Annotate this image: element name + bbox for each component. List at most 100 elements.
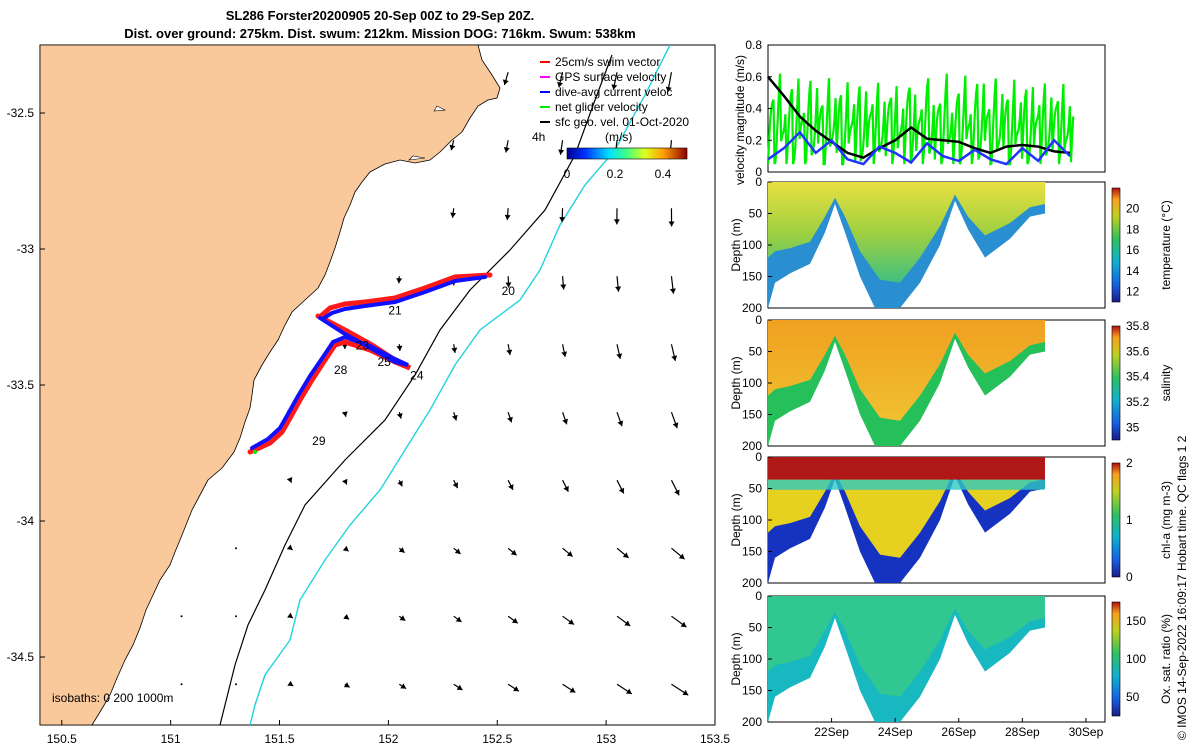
day-label: 20 bbox=[502, 284, 516, 298]
copyright-label: © IMOS 14-Sep-2022 16:09:17 Hobart time.… bbox=[1175, 435, 1189, 740]
section-panel-3: 0 50 100 150 200 Depth (m) 50 100 150 Ox. sat. ra… bbox=[729, 589, 1173, 729]
dive-avg-velocity-line bbox=[767, 130, 1071, 166]
velocity-ytick-label: 0.6 bbox=[745, 70, 762, 84]
colorbar-tick-label: 35.2 bbox=[1126, 395, 1150, 409]
day-label: 24 bbox=[410, 369, 424, 383]
vector-arrowhead bbox=[342, 478, 348, 485]
vector-arrowhead bbox=[624, 620, 631, 626]
map-axes: 150.5 151 151.5 152 152.5 153 153.5 -32.5 -33 -33… bbox=[7, 106, 731, 746]
map-ytick-label: -34 bbox=[17, 514, 35, 528]
colorbar-label: chl-a (mg m-3) bbox=[1159, 481, 1173, 559]
track-red-a bbox=[319, 272, 493, 318]
title-line-1: SL286 Forster20200905 20-Sep 00Z to 29-S… bbox=[225, 8, 535, 23]
section-ytick-label: 150 bbox=[742, 270, 762, 284]
colorbar-tick-label: 50 bbox=[1126, 690, 1140, 704]
net-velocity-line bbox=[766, 73, 1075, 166]
map-ytick-label: -33 bbox=[17, 242, 35, 256]
vector-dot bbox=[234, 547, 237, 550]
legend-label: 25cm/s swim vector bbox=[555, 55, 660, 69]
vector-arrowhead bbox=[504, 214, 511, 220]
colorbar-tick-label: 35.8 bbox=[1126, 319, 1150, 333]
isobaths-label: isobaths: 0 200 1000m bbox=[52, 691, 173, 705]
vector-arrowhead bbox=[563, 485, 569, 492]
colorbar-tick-label: 35.6 bbox=[1126, 344, 1150, 358]
section-ytick-label: 0 bbox=[755, 450, 762, 464]
vector-arrowhead bbox=[613, 219, 620, 225]
day-label: 29 bbox=[312, 434, 326, 448]
vector-arrowhead bbox=[455, 616, 462, 622]
vector-arrowhead bbox=[669, 288, 676, 294]
map-xtick-label: 153.5 bbox=[700, 732, 730, 746]
vector-arrowhead bbox=[508, 484, 514, 490]
vector-arrowhead bbox=[568, 619, 574, 625]
colorbar-tick-label: 16 bbox=[1126, 243, 1140, 257]
section-ytick-label: 50 bbox=[749, 621, 763, 635]
vector-arrowhead bbox=[562, 418, 568, 425]
vector-arrowhead bbox=[561, 351, 568, 357]
vector-arrowhead bbox=[618, 487, 625, 494]
legend-label: GPS surface velocity bbox=[555, 70, 666, 84]
vector-arrowhead bbox=[343, 682, 350, 688]
velocity-ytick-label: 0.4 bbox=[745, 102, 762, 116]
speed-colorbar bbox=[566, 147, 688, 160]
section-ytick-label: 0 bbox=[755, 313, 762, 327]
vector-arrowhead bbox=[625, 688, 632, 694]
section-ytick-label: 0 bbox=[755, 175, 762, 189]
vector-arrowhead bbox=[615, 286, 622, 292]
section-upper-layer bbox=[768, 320, 1045, 421]
section-ytick-label: 200 bbox=[742, 715, 762, 729]
vector-arrowhead bbox=[511, 617, 518, 624]
vector-arrowhead bbox=[342, 545, 349, 552]
velocity-ylabel: velocity magnitude (m/s) bbox=[733, 55, 747, 185]
vector-arrowhead bbox=[451, 414, 458, 421]
vector-arrowhead bbox=[505, 282, 512, 288]
colorbar-tick-label: 20 bbox=[1126, 202, 1140, 216]
vector-arrowhead bbox=[569, 687, 576, 693]
section-ytick-label: 50 bbox=[749, 345, 763, 359]
vector-arrowhead bbox=[502, 79, 509, 86]
section-ytick-label: 200 bbox=[742, 439, 762, 453]
time-xtick-label: 28Sep bbox=[1005, 725, 1040, 739]
section-ytick-label: 150 bbox=[742, 545, 762, 559]
vector-arrowhead bbox=[560, 284, 567, 290]
map-ytick-label: -33.5 bbox=[7, 378, 35, 392]
vector-dot bbox=[180, 615, 183, 618]
section-panel-1: 0 50 100 150 200 Depth (m) 35 35.2 35.4 35.6 35.8 s… bbox=[729, 313, 1173, 453]
vector-arrowhead bbox=[566, 551, 573, 557]
velocity-ytick-label: 0.2 bbox=[745, 133, 762, 147]
section-upper-layer bbox=[768, 182, 1045, 283]
vector-arrowhead bbox=[665, 86, 672, 93]
section-ytick-label: 50 bbox=[749, 482, 763, 496]
isobath-200 bbox=[219, 54, 613, 726]
vector-arrowhead bbox=[680, 621, 687, 628]
day-label: 28 bbox=[334, 363, 348, 377]
day-label: 25 bbox=[378, 355, 392, 369]
section-ytick-label: 200 bbox=[742, 576, 762, 590]
section-panel-0: 0 50 100 150 200 Depth (m) 12 14 16 18 20 temperatu… bbox=[729, 175, 1173, 315]
colorbar-tick-label: 0 bbox=[564, 167, 571, 181]
section-ytick-label: 150 bbox=[742, 684, 762, 698]
colorbar-tick-label: 14 bbox=[1126, 264, 1140, 278]
map-ytick-label: -34.5 bbox=[7, 650, 35, 664]
map-xtick-label: 150.5 bbox=[47, 732, 77, 746]
vector-arrowhead bbox=[672, 422, 679, 429]
vector-dot bbox=[234, 615, 237, 618]
section-ylabel: Depth (m) bbox=[729, 356, 743, 409]
time-xtick-label: 30Sep bbox=[1069, 725, 1104, 739]
track-blue-b bbox=[250, 316, 409, 450]
vector-arrowhead bbox=[503, 147, 510, 153]
colorbar-tick-label: 100 bbox=[1126, 652, 1146, 666]
vector-arrowhead bbox=[341, 411, 348, 417]
section-ytick-label: 150 bbox=[742, 408, 762, 422]
section-ytick-label: 0 bbox=[755, 589, 762, 603]
day-label: 23 bbox=[356, 339, 370, 353]
vector-arrowhead bbox=[622, 552, 629, 558]
map-xtick-label: 151 bbox=[161, 732, 181, 746]
vector-arrowhead bbox=[396, 345, 403, 351]
velocity-ytick-label: 0 bbox=[755, 165, 762, 179]
vector-arrowhead bbox=[451, 347, 458, 353]
colorbar-unit: (m/s) bbox=[605, 130, 632, 144]
